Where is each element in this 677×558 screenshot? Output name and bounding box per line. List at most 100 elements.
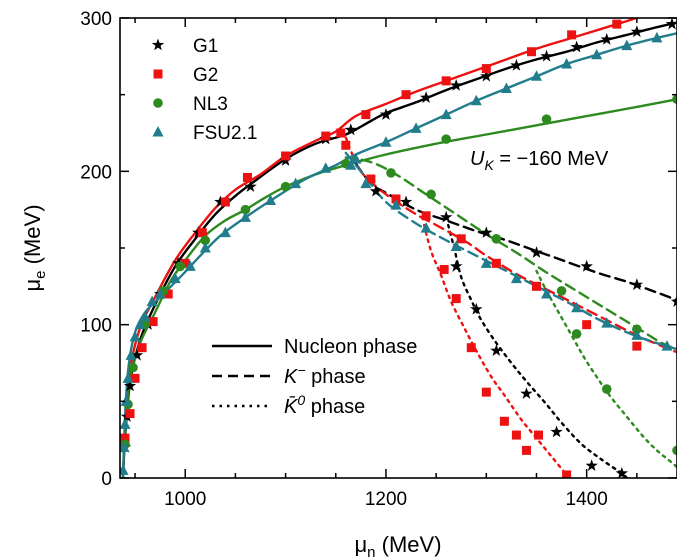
series-3-marker-25 [530,70,542,81]
series-3-marker-1 [120,441,130,452]
series-0-marker-22 [665,18,677,30]
x-axis-ticks: 1000 1200 1400 [134,18,638,510]
series-0-marker-34 [520,387,533,399]
series-3-marker-41 [661,340,673,351]
series-3-marker-26 [561,58,573,69]
series-3-marker-20 [380,136,392,147]
series-1-marker-10 [281,151,291,161]
series-3-marker-28 [621,39,633,51]
series-3-marker-40 [631,329,643,340]
y-axis-label: μe (MeV) [20,204,49,291]
series-1-marker-14 [401,90,411,100]
series-0-marker-27 [530,246,543,258]
series-3-marker-23 [470,94,482,106]
series-2-marker-8 [280,181,291,192]
series-3-marker-18 [320,162,332,173]
phase-legend: Nucleon phase K− phase K̄0 phase [212,336,417,418]
series-3-marker-15 [239,211,251,222]
series-0-marker-35 [550,425,563,438]
series-2-marker-15 [491,234,502,244]
series-1-marker-16 [481,64,491,74]
series-1-marker-32 [481,387,491,397]
series-0-marker-36 [585,459,598,471]
series-0-marker-24 [399,195,413,208]
series-3-marker-21 [410,122,422,133]
series-0-marker-21 [630,25,643,38]
series-1-marker-4 [148,317,158,327]
series-1-marker-35 [521,445,531,455]
series-1-marker-24 [456,234,466,244]
series-3-marker-19 [350,153,362,164]
series-0-marker-31 [450,259,463,272]
series-1-marker-5 [163,289,173,299]
series-3-marker-38 [571,301,583,313]
series-1-marker-19 [612,19,622,29]
series-3-marker-22 [440,108,452,120]
x-tick-label: 1400 [566,489,608,510]
x-axis-label: μn (MeV) [354,532,441,558]
series-1-marker-31 [466,343,476,353]
series-0-marker-23 [369,184,383,197]
series-2-marker-5 [175,261,186,272]
series-1-marker-23 [421,211,431,221]
series-3-marker-4 [122,372,134,383]
legend-marker-G1 [151,38,165,51]
phase-legend-label-dash: K− phase [284,362,366,388]
series-2-marker-19 [601,384,612,394]
series-3-marker-10 [154,288,166,299]
series-1-marker-2 [130,373,140,383]
legend-label-G1: G1 [193,36,218,57]
series-3-marker-30 [345,159,357,170]
series-3-marker-13 [199,242,211,253]
series-0-marker-9 [244,180,257,192]
series-1-marker-21 [366,174,376,184]
series-3-marker-5 [125,349,137,360]
series-3-marker-14 [219,226,231,238]
series-2-marker-12 [672,94,677,105]
series-3-marker-31 [360,177,372,189]
series-2-marker-18 [571,329,582,339]
series-1-marker-7 [197,228,207,238]
series-0-marker-2 [123,379,137,392]
series-0-marker-33 [490,344,503,356]
phase-legend-label-solid: Nucleon phase [284,336,417,358]
series-0-marker-12 [344,123,357,136]
y-tick-label: 0 [101,469,112,490]
series-1-marker-11 [321,131,331,141]
series-3-marker-9 [146,295,158,307]
series-2-marker-17 [632,324,642,335]
annotation-uk: UK = −160 MeV [470,148,609,173]
series-1-marker-1 [125,409,135,419]
series-1-marker-9 [242,172,252,182]
series-3-marker-11 [169,272,181,284]
series-3-kminus-line [344,151,677,351]
series-3-marker-8 [139,311,151,322]
series-3-marker-36 [510,272,522,284]
y-tick-label: 300 [80,9,112,30]
series-1-marker-17 [526,47,536,57]
series-2-marker-7 [240,204,251,215]
series-3-marker-6 [129,330,141,342]
series-1-marker-18 [567,30,577,40]
series-1-marker-0 [120,433,130,443]
series-0-marker-14 [419,91,433,103]
legend-marker-NL3 [153,98,163,108]
series-0-marker-30 [670,295,677,307]
series-1-marker-29 [439,264,449,274]
series-1-marker-27 [582,320,592,330]
series-1-marker-6 [180,258,190,268]
series-3-marker-3 [120,395,132,406]
series-2-nucleon-line [121,98,677,478]
series-0-marker-3 [130,348,144,361]
series-1-marker-26 [531,281,541,291]
series-1-marker-8 [220,197,230,207]
series-3-marker-27 [591,48,603,60]
series-1-marker-36 [534,430,544,440]
series-3-marker-0 [120,464,129,475]
series-1-marker-37 [562,470,572,478]
series-2-kbar0-line [535,269,677,469]
x-tick-label: 1000 [164,489,206,510]
series-0-marker-29 [630,278,643,291]
legend: G1 G2 NL3 FSU2.1 [151,36,257,144]
